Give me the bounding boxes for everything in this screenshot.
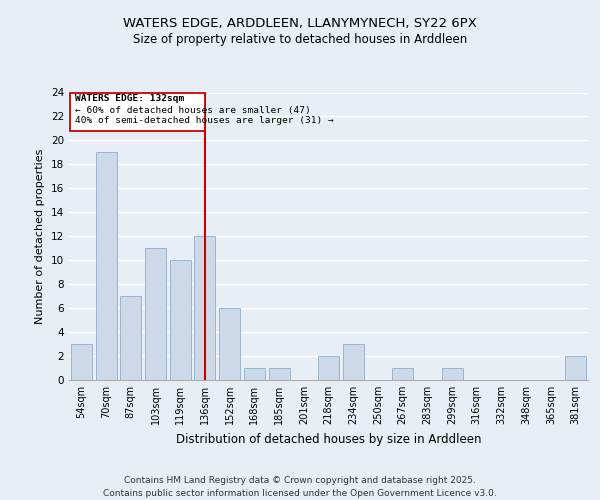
Bar xyxy=(71,344,92,380)
Bar xyxy=(318,356,339,380)
Text: Size of property relative to detached houses in Arddleen: Size of property relative to detached ho… xyxy=(133,32,467,46)
Bar xyxy=(145,248,166,380)
Text: 40% of semi-detached houses are larger (31) →: 40% of semi-detached houses are larger (… xyxy=(75,116,334,126)
X-axis label: Distribution of detached houses by size in Arddleen: Distribution of detached houses by size … xyxy=(176,432,481,446)
Text: Contains HM Land Registry data © Crown copyright and database right 2025.: Contains HM Land Registry data © Crown c… xyxy=(124,476,476,485)
Bar xyxy=(392,368,413,380)
Text: ← 60% of detached houses are smaller (47): ← 60% of detached houses are smaller (47… xyxy=(75,106,311,114)
Bar xyxy=(565,356,586,380)
Bar xyxy=(194,236,215,380)
Bar xyxy=(120,296,141,380)
Y-axis label: Number of detached properties: Number of detached properties xyxy=(35,148,46,324)
Bar xyxy=(219,308,240,380)
Bar xyxy=(95,152,116,380)
Bar xyxy=(442,368,463,380)
Bar xyxy=(170,260,191,380)
Text: WATERS EDGE: 132sqm: WATERS EDGE: 132sqm xyxy=(75,94,184,104)
Text: Contains public sector information licensed under the Open Government Licence v3: Contains public sector information licen… xyxy=(103,489,497,498)
FancyBboxPatch shape xyxy=(70,92,205,131)
Bar xyxy=(343,344,364,380)
Bar xyxy=(269,368,290,380)
Bar xyxy=(244,368,265,380)
Text: WATERS EDGE, ARDDLEEN, LLANYMYNECH, SY22 6PX: WATERS EDGE, ARDDLEEN, LLANYMYNECH, SY22… xyxy=(123,18,477,30)
